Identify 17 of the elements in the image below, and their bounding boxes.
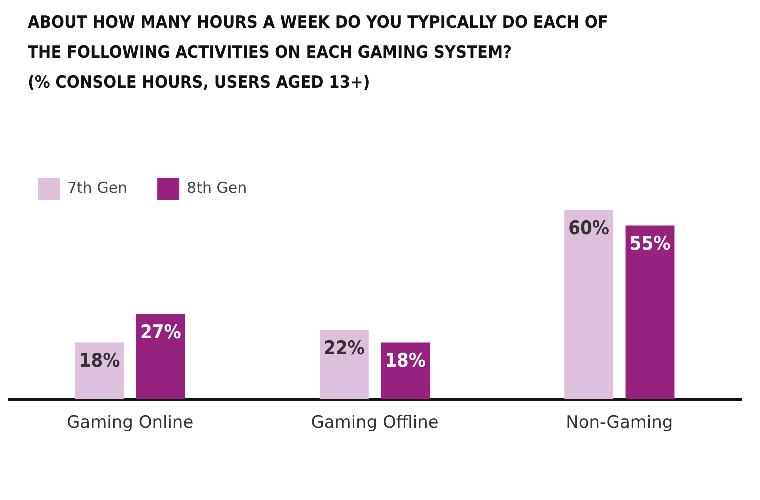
x-tick-label: Non-Gaming bbox=[566, 413, 674, 434]
data-label: 27% bbox=[140, 322, 182, 344]
legend-label: 8th Gen bbox=[187, 178, 248, 197]
legend-label: 7th Gen bbox=[68, 178, 128, 197]
chart-title: ABOUT HOW MANY HOURS A WEEK DO YOU TYPICALLY DO EACH OF THE FOLLOWING ACTIVITIES ON EACH GAMING SYSTEM? bbox=[27, 12, 610, 65]
data-label: 18% bbox=[385, 350, 426, 372]
x-tick-label: Gaming Online bbox=[66, 413, 194, 434]
bar bbox=[136, 314, 186, 400]
bar bbox=[564, 210, 614, 400]
x-tick-label: Gaming Offline bbox=[311, 413, 439, 434]
data-label: 22% bbox=[324, 338, 365, 360]
data-label: 18% bbox=[79, 350, 120, 372]
data-label: 60% bbox=[568, 217, 610, 240]
chart-subtitle: (% CONSOLE HOURS, USERS AGED 13+) bbox=[27, 72, 372, 95]
bar bbox=[320, 330, 369, 400]
bar bbox=[626, 226, 675, 400]
data-label: 55% bbox=[630, 233, 671, 256]
